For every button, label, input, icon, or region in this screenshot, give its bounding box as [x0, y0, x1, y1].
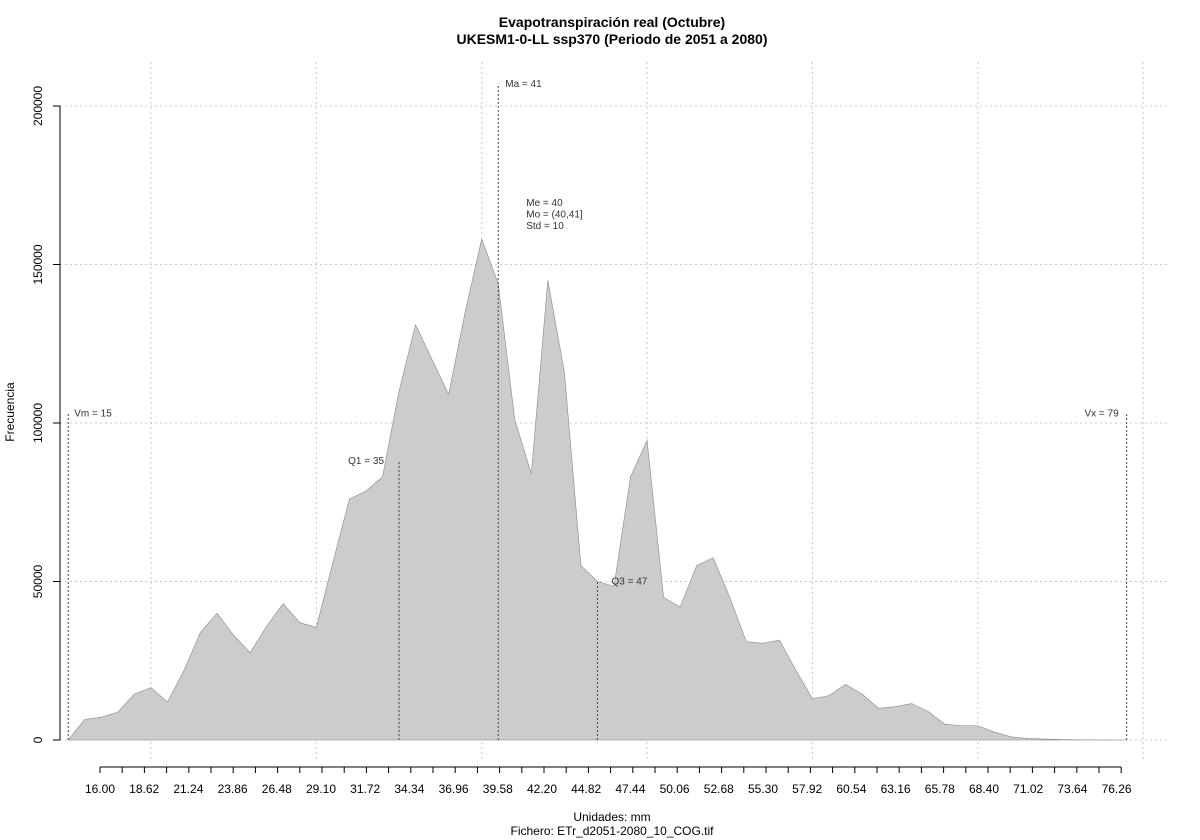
x-tick-label-7: 34.34 — [394, 782, 424, 796]
area-series — [68, 238, 1127, 741]
x-tick-label-19: 65.78 — [925, 782, 955, 796]
x-axis-label: Unidades: mm — [573, 810, 650, 824]
x-tick-label-9: 39.58 — [483, 782, 513, 796]
x-tick-label-12: 47.44 — [615, 782, 645, 796]
chart-subtitle: UKESM1-0-LL ssp370 (Periodo de 2051 a 20… — [457, 31, 768, 47]
annotations: Vm = 15 Vx = 79 Q1 = 35 Q3 = 47 Ma = 41 Me = … — [67, 79, 1128, 740]
x-tick-label-17: 60.54 — [836, 782, 866, 796]
x-tick-label-23: 76.26 — [1102, 782, 1132, 796]
x-tick-label-6: 31.72 — [350, 782, 380, 796]
vm-label: Vm = 15 — [74, 408, 112, 419]
x-tick-label-13: 50.06 — [660, 782, 690, 796]
x-axis: 16.00 18.62 21.24 23.86 26.48 29.10 31.72 34.34… — [85, 766, 1132, 796]
stat-text-1: Mo = (40,41] — [526, 210, 583, 221]
x-tick-label-4: 26.48 — [262, 782, 292, 796]
x-tick-label-0: 16.00 — [85, 782, 115, 796]
x-tick-label-10: 42.20 — [527, 782, 557, 796]
x-tick-label-3: 23.86 — [218, 782, 248, 796]
y-tick-label-4: 200000 — [31, 86, 45, 126]
stat-text-0: Me = 40 — [526, 198, 563, 209]
x-tick-label-20: 68.40 — [969, 782, 999, 796]
file-caption: Fichero: ETr_d2051-2080_10_COG.tif — [511, 824, 715, 838]
x-tick-label-22: 73.64 — [1057, 782, 1087, 796]
y-tick-label-2: 100000 — [31, 403, 45, 443]
x-tick-label-1: 18.62 — [129, 782, 159, 796]
y-tick-label-3: 150000 — [31, 244, 45, 284]
x-tick-label-2: 21.24 — [173, 782, 203, 796]
vx-label: Vx = 79 — [1084, 408, 1119, 419]
x-tick-label-15: 55.30 — [748, 782, 778, 796]
x-tick-label-21: 71.02 — [1013, 782, 1043, 796]
q3-label: Q3 = 47 — [611, 577, 647, 588]
x-tick-label-5: 29.10 — [306, 782, 336, 796]
q1-label: Q1 = 35 — [348, 456, 384, 467]
x-tick-label-11: 44.82 — [571, 782, 601, 796]
chart-title: Evapotranspiración real (Octubre) — [499, 14, 725, 30]
y-axis-label: Frecuencia — [3, 382, 17, 442]
y-tick-label-0: 0 — [31, 736, 45, 743]
x-tick-label-14: 52.68 — [704, 782, 734, 796]
y-axis: 0 50000 100000 150000 200000 — [31, 86, 61, 743]
stat-text-2: Std = 10 — [526, 221, 564, 232]
ma-label: Ma = 41 — [505, 79, 542, 90]
y-tick-label-1: 50000 — [31, 564, 45, 598]
x-tick-label-16: 57.92 — [792, 782, 822, 796]
x-tick-label-18: 63.16 — [881, 782, 911, 796]
x-tick-label-8: 36.96 — [439, 782, 469, 796]
frequency-area — [68, 238, 1127, 741]
